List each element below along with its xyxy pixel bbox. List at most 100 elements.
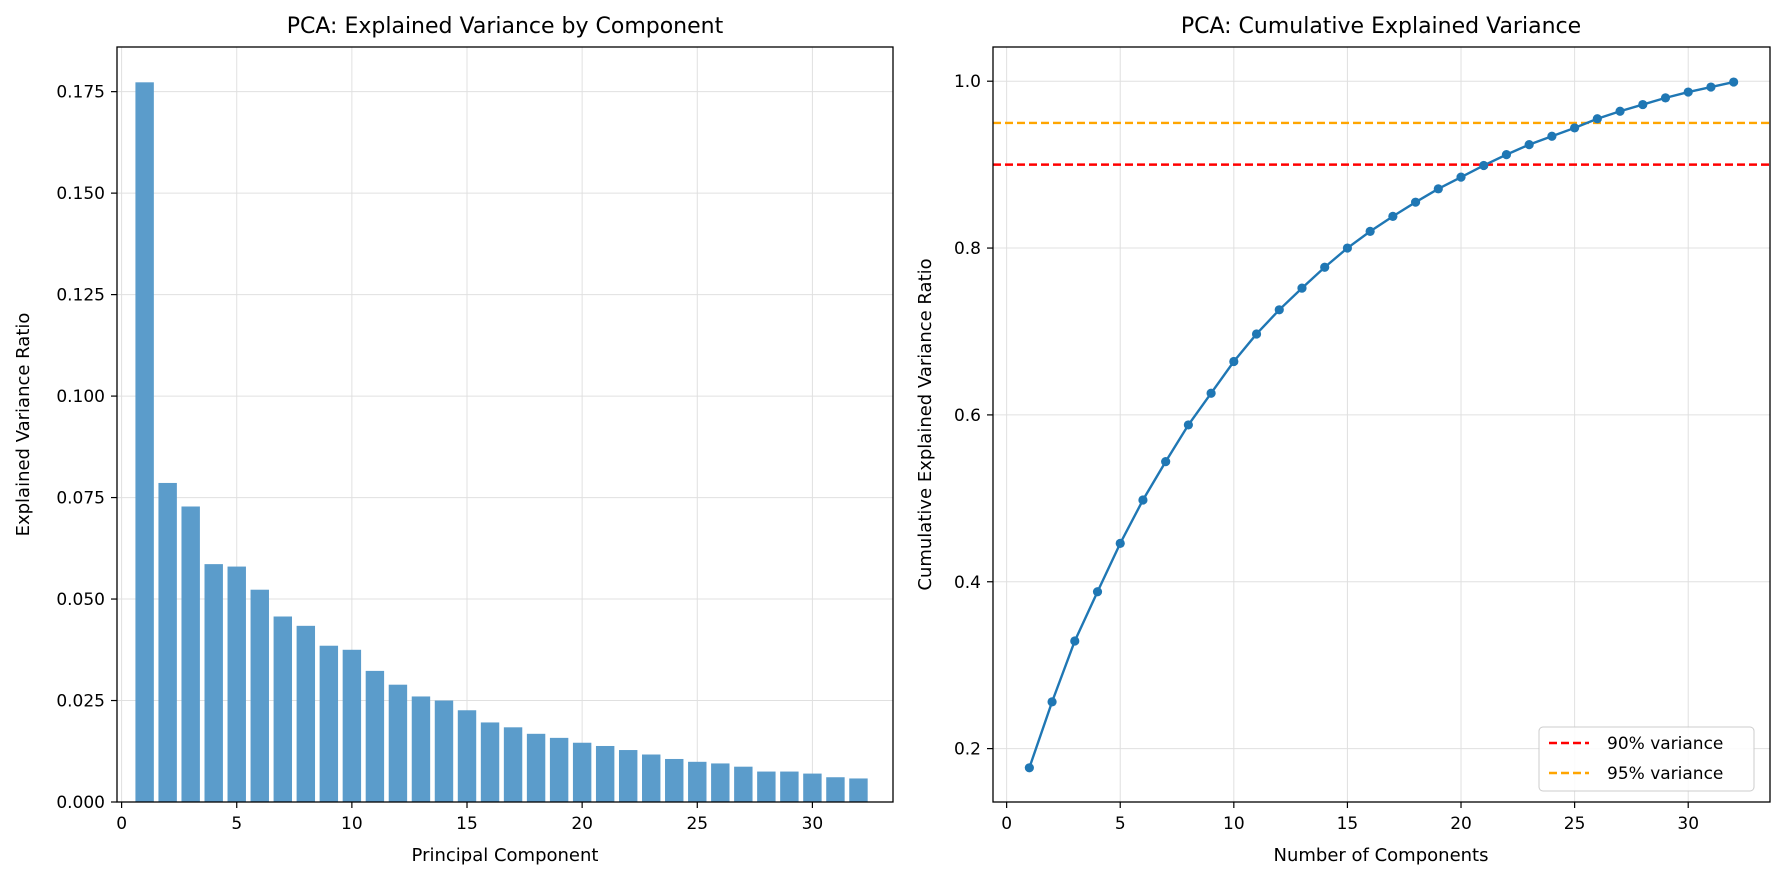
r-y-tick-label: 0.2 (954, 740, 981, 760)
bar-component-10 (342, 649, 362, 802)
point-component-19 (1433, 184, 1443, 194)
bar-component-19 (549, 737, 569, 802)
right-cumulative-points (1024, 77, 1739, 773)
point-component-28 (1638, 99, 1648, 110)
r-x-tick-label: 10 (1223, 814, 1245, 834)
point-component-1 (1024, 763, 1034, 773)
bar-component-9 (319, 645, 339, 802)
left-y-ticks: 0.000 0.025 0.050 0.075 0.100 0.125 0.150 0.175 (56, 83, 117, 813)
point-component-6 (1138, 495, 1148, 505)
point-component-16 (1365, 226, 1375, 236)
l-x-tick-label: 15 (456, 814, 478, 834)
bar-component-32 (849, 778, 868, 802)
r-y-tick-label: 0.6 (954, 406, 981, 426)
l-y-tick-label: 0.050 (56, 590, 105, 610)
l-y-tick-label: 0.025 (56, 692, 105, 712)
bar-component-15 (457, 710, 477, 802)
l-x-tick-label: 0 (116, 814, 127, 834)
right-chart: 0 5 10 15 20 25 30 0.2 0.4 0.6 0.8 1.0 PCA: Cumula… (915, 14, 1771, 866)
legend-label-90: 90% variance (1607, 734, 1723, 754)
bar-component-2 (158, 482, 177, 802)
l-x-tick-label: 5 (231, 814, 242, 834)
r-y-tick-label: 0.8 (954, 239, 981, 259)
right-gridlines (993, 47, 1770, 802)
point-component-26 (1592, 114, 1602, 124)
bar-component-29 (780, 771, 799, 802)
point-component-14 (1320, 262, 1330, 272)
point-component-12 (1274, 305, 1284, 315)
left-chart: 0 5 10 15 20 25 30 0.0000.0250.0500.0750.1000.… (13, 14, 894, 866)
r-x-tick-label: 25 (1564, 814, 1586, 834)
bar-component-6 (250, 589, 269, 802)
left-bars (135, 82, 868, 802)
bar-component-7 (273, 616, 293, 802)
point-component-17 (1388, 211, 1398, 221)
l-x-tick-label: 30 (802, 814, 824, 834)
bar-component-18 (526, 733, 546, 802)
point-component-20 (1456, 172, 1466, 182)
bar-component-16 (480, 722, 500, 802)
point-component-5 (1115, 538, 1125, 548)
point-component-21 (1479, 160, 1489, 171)
bar-component-31 (826, 777, 845, 802)
l-y-tick-label: 0.100 (56, 387, 105, 407)
left-chart-title: PCA: Explained Variance by Component (287, 14, 724, 39)
l-y-tick-label: 0.075 (56, 489, 105, 509)
legend-label-95: 95% variance (1607, 764, 1723, 784)
bar-component-24 (665, 758, 684, 802)
r-y-tick-label: 1.0 (954, 72, 981, 92)
bar-component-4 (204, 564, 223, 802)
point-component-24 (1547, 131, 1557, 141)
left-x-axis-label: Principal Component (412, 845, 599, 866)
point-component-8 (1183, 420, 1193, 430)
bar-component-25 (688, 761, 707, 802)
point-component-30 (1683, 87, 1693, 97)
bar-component-22 (618, 750, 638, 802)
point-component-7 (1161, 457, 1171, 467)
point-component-31 (1706, 82, 1716, 92)
point-component-29 (1660, 93, 1671, 103)
bar-component-28 (757, 771, 776, 802)
l-y-tick-label: 0.125 (56, 286, 105, 306)
left-axes-frame (116, 46, 894, 803)
bar-component-23 (642, 754, 661, 802)
point-component-4 (1092, 587, 1103, 597)
r-x-tick-label: 0 (1001, 814, 1012, 834)
point-component-10 (1229, 356, 1239, 367)
point-component-23 (1524, 140, 1534, 150)
left-y-axis-label: Explained Variance Ratio (13, 313, 34, 537)
right-chart-title: PCA: Cumulative Explained Variance (1181, 14, 1581, 39)
point-component-15 (1342, 243, 1353, 253)
right-x-ticks: 0 5 10 15 20 25 30 (1001, 802, 1699, 834)
point-component-3 (1070, 636, 1080, 646)
right-y-axis-label: Cumulative Explained Variance Ratio (915, 258, 936, 590)
bar-component-17 (503, 727, 523, 802)
r-x-tick-label: 20 (1450, 814, 1472, 834)
point-component-27 (1615, 106, 1625, 116)
bar-component-1 (135, 82, 154, 802)
bar-component-14 (434, 700, 454, 802)
bar-component-12 (388, 684, 408, 802)
legend: 90% variance 95% variance (1538, 726, 1755, 792)
bar-component-11 (365, 670, 385, 802)
bar-component-13 (411, 696, 431, 802)
right-axes-frame (992, 46, 1771, 803)
point-component-9 (1206, 388, 1216, 398)
r-x-tick-label: 30 (1677, 814, 1699, 834)
left-x-ticks: 0 5 10 15 20 25 30 (116, 802, 823, 834)
right-y-ticks: 0.2 0.4 0.6 0.8 1.0 (954, 72, 993, 760)
bar-component-8 (296, 625, 316, 802)
bar-component-21 (595, 745, 615, 802)
l-x-tick-label: 25 (686, 814, 708, 834)
point-component-11 (1251, 329, 1262, 339)
legend-box (1538, 726, 1755, 792)
bar-component-26 (711, 763, 730, 802)
l-y-tick-label: 0.175 (56, 83, 105, 103)
point-component-2 (1047, 697, 1057, 707)
r-y-tick-label: 0.4 (954, 573, 981, 593)
right-x-axis-label: Number of Components (1274, 845, 1489, 866)
bar-component-5 (227, 566, 246, 802)
bar-component-30 (803, 773, 822, 802)
bar-component-20 (572, 742, 592, 802)
